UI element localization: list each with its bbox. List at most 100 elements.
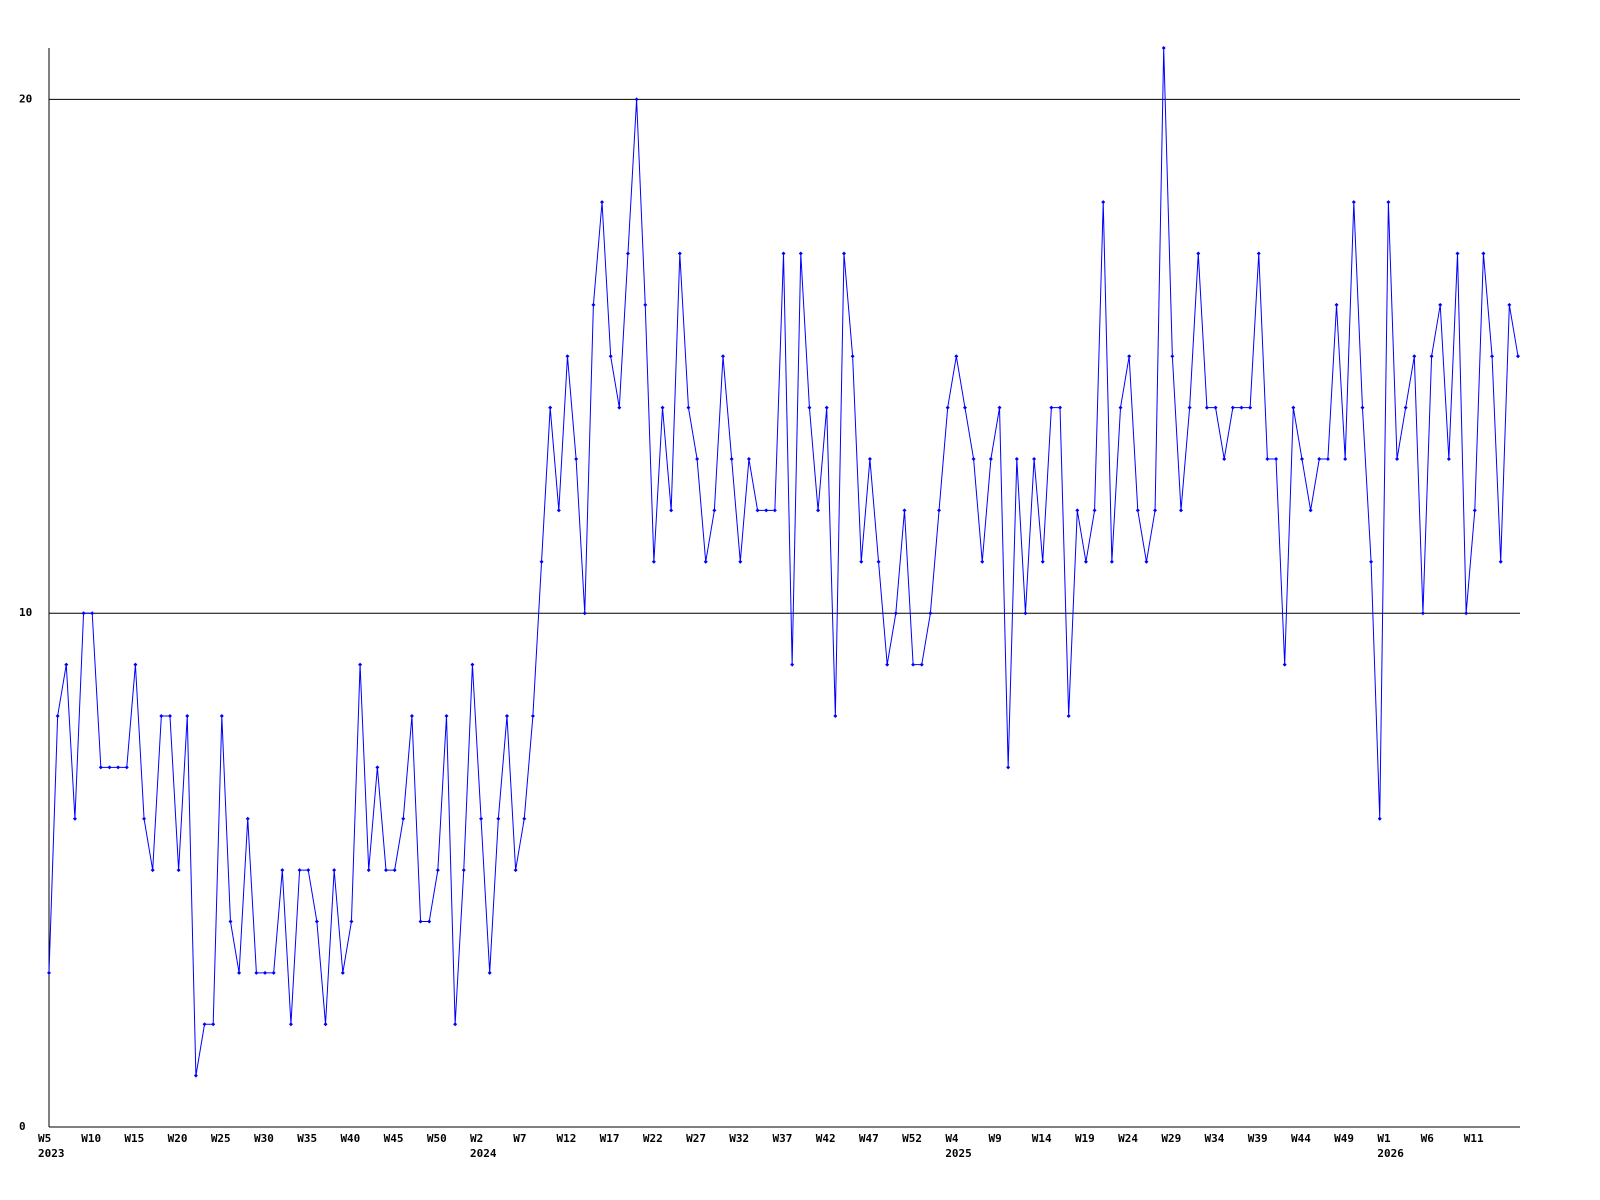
data-point <box>513 868 518 873</box>
x-tick-label: W14 <box>1032 1132 1052 1145</box>
data-point <box>133 662 138 667</box>
data-point <box>72 816 77 821</box>
data-point <box>1351 200 1356 205</box>
data-point <box>1325 457 1330 462</box>
x-tick-label: W2 <box>470 1132 483 1145</box>
data-point <box>1204 405 1209 410</box>
data-point <box>772 508 777 513</box>
data-point <box>1265 457 1270 462</box>
data-point <box>1317 457 1322 462</box>
x-tick-label: W19 <box>1075 1132 1095 1145</box>
x-tick-label: W22 <box>643 1132 663 1145</box>
data-point <box>271 970 276 975</box>
data-point <box>1516 354 1520 359</box>
data-point <box>833 713 838 718</box>
x-tick-label: W47 <box>859 1132 879 1145</box>
data-point <box>90 611 95 616</box>
data-point <box>617 405 622 410</box>
data-point <box>928 611 933 616</box>
x-tick-label: W7 <box>513 1132 526 1145</box>
y-tick-label: 10 <box>19 606 32 619</box>
data-point <box>1196 251 1201 256</box>
data-point <box>893 611 898 616</box>
data-point <box>332 868 337 873</box>
data-point <box>314 919 319 924</box>
data-point <box>487 970 492 975</box>
x-tick-label: W30 <box>254 1132 274 1145</box>
data-point <box>1455 251 1460 256</box>
data-point <box>150 868 155 873</box>
data-point <box>1438 302 1443 307</box>
data-point <box>167 713 172 718</box>
data-point <box>651 559 656 564</box>
data-point <box>202 1022 207 1027</box>
data-point <box>919 662 924 667</box>
data-point <box>721 354 726 359</box>
data-point <box>185 713 190 718</box>
data-point <box>945 405 950 410</box>
x-tick-label: W5 <box>38 1132 51 1145</box>
data-point <box>409 713 414 718</box>
data-point <box>1343 457 1348 462</box>
x-tick-label: W4 <box>945 1132 959 1145</box>
x-tick-label: W17 <box>600 1132 620 1145</box>
data-point <box>1412 354 1417 359</box>
data-point <box>625 251 630 256</box>
x-tick-label: W25 <box>211 1132 231 1145</box>
data-point <box>124 765 129 770</box>
data-point <box>1291 405 1296 410</box>
data-point <box>798 251 803 256</box>
data-point <box>159 713 164 718</box>
data-point <box>142 816 147 821</box>
data-point <box>729 457 734 462</box>
data-point <box>980 559 985 564</box>
data-point <box>634 97 639 102</box>
data-point <box>937 508 942 513</box>
data-point <box>453 1022 458 1027</box>
data-point <box>1170 354 1175 359</box>
data-point <box>574 457 579 462</box>
x-tick-label: W37 <box>773 1132 793 1145</box>
x-year-label: 2025 <box>945 1147 972 1160</box>
data-point <box>1118 405 1123 410</box>
x-tick-label: W9 <box>989 1132 1002 1145</box>
data-point <box>1083 559 1088 564</box>
data-point <box>107 765 112 770</box>
x-tick-label: W34 <box>1205 1132 1225 1145</box>
data-point <box>850 354 855 359</box>
data-point <box>1023 611 1028 616</box>
y-tick-label: 0 <box>19 1120 26 1133</box>
data-point <box>522 816 527 821</box>
data-point <box>193 1073 198 1078</box>
x-tick-label: W45 <box>384 1132 404 1145</box>
data-point <box>323 1022 328 1027</box>
data-point <box>1334 302 1339 307</box>
data-point <box>1049 405 1054 410</box>
x-tick-label: W15 <box>124 1132 144 1145</box>
data-point <box>582 611 587 616</box>
data-point <box>479 816 484 821</box>
data-point <box>1446 457 1451 462</box>
data-point <box>1403 405 1408 410</box>
data-point <box>435 868 440 873</box>
x-tick-label: W32 <box>729 1132 749 1145</box>
data-point <box>686 405 691 410</box>
data-point <box>1135 508 1140 513</box>
data-point <box>306 868 311 873</box>
data-point <box>1006 765 1011 770</box>
data-point <box>47 970 51 975</box>
data-point <box>1066 713 1071 718</box>
data-point <box>375 765 380 770</box>
x-tick-label: W44 <box>1291 1132 1311 1145</box>
x-year-label: 2023 <box>38 1147 65 1160</box>
data-point <box>64 662 69 667</box>
x-tick-label: W29 <box>1161 1132 1181 1145</box>
data-point <box>1014 457 1019 462</box>
data-point <box>1507 302 1512 307</box>
data-point <box>816 508 821 513</box>
data-point <box>885 662 890 667</box>
data-point <box>1058 405 1063 410</box>
data-point <box>1213 405 1218 410</box>
x-tick-label: W1 <box>1377 1132 1391 1145</box>
x-tick-label: W6 <box>1421 1132 1435 1145</box>
